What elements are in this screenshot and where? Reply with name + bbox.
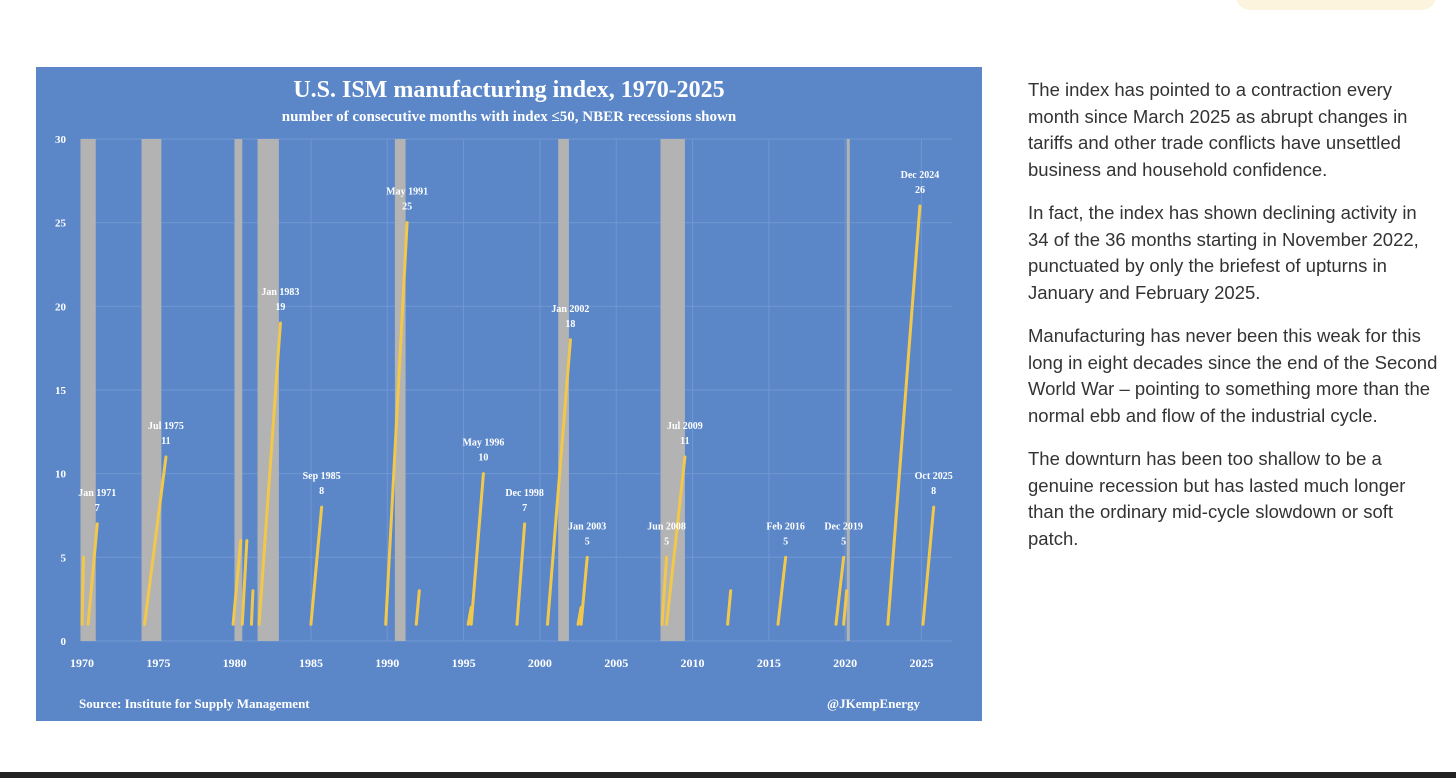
x-tick-label-1980: 1980 <box>223 656 247 670</box>
annotation-label-13: Dec 2019 <box>824 521 863 532</box>
series-line-18 <box>665 455 687 626</box>
series-line-12 <box>469 472 485 626</box>
y-tick-label-25: 25 <box>55 218 67 230</box>
x-tick-label-2000: 2000 <box>528 656 552 670</box>
series-line-5 <box>240 539 249 626</box>
series-line-10 <box>414 589 421 626</box>
recession-band-2 <box>141 139 162 641</box>
series-line-8 <box>309 505 324 626</box>
annotation-label-7: Dec 1998 <box>505 488 544 499</box>
x-tick-label-1970: 1970 <box>70 656 94 670</box>
annotation-value-2: 11 <box>161 436 170 447</box>
decorative-top-highlight <box>1236 0 1436 10</box>
annotation-value-14: 26 <box>915 185 925 196</box>
x-tick-label-1990: 1990 <box>375 656 399 670</box>
annotation-value-6: 10 <box>478 453 488 464</box>
x-tick-label-1975: 1975 <box>146 656 170 670</box>
series-line-4 <box>231 539 243 626</box>
annotation-label-11: Jul 2009 <box>667 421 703 432</box>
recession-band-8 <box>846 139 850 641</box>
recession-band-5 <box>394 139 406 641</box>
annotation-label-4: Sep 1985 <box>303 471 341 482</box>
x-tick-label-2025: 2025 <box>909 656 933 670</box>
series-line-15 <box>576 606 583 626</box>
annotation-value-3: 19 <box>275 302 285 313</box>
y-tick-label-5: 5 <box>61 552 67 564</box>
annotation-label-15: Oct 2025 <box>915 471 953 482</box>
commentary-text: The index has pointed to a contraction e… <box>1028 77 1438 569</box>
series-line-6 <box>249 589 255 626</box>
commentary-paragraph-3: Manufacturing has never been this weak f… <box>1028 325 1438 426</box>
annotation-value-9: 5 <box>585 536 590 547</box>
series-line-9 <box>384 221 409 626</box>
series-line-16 <box>579 555 589 626</box>
chart-subtitle: number of consecutive months with index … <box>281 109 737 125</box>
annotation-label-6: May 1996 <box>462 438 504 449</box>
series-line-1 <box>80 555 86 626</box>
recession-band-3 <box>234 139 243 641</box>
annotation-value-7: 7 <box>522 503 527 514</box>
series-line-21 <box>834 555 846 626</box>
annotation-label-12: Feb 2016 <box>766 521 805 532</box>
chart-credit: @JKempEnergy <box>827 696 920 711</box>
series-line-19 <box>726 589 733 626</box>
x-tick-label-2005: 2005 <box>604 656 628 670</box>
chart-panel: 0 5 10 15 20 25 30 1970 1975 1980 1985 1990 1995 2000… <box>36 67 982 721</box>
chart-title: U.S. ISM manufacturing index, 1970-2025 <box>293 77 725 103</box>
annotation-label-2: Jul 1975 <box>148 421 184 432</box>
commentary-paragraph-1: The index has pointed to a contraction e… <box>1028 79 1408 180</box>
recession-band-1 <box>80 139 96 641</box>
annotation-value-15: 8 <box>931 486 936 497</box>
series-line-14 <box>546 338 572 626</box>
series-line-23 <box>886 204 922 626</box>
x-tick-label-2015: 2015 <box>757 656 781 670</box>
y-tick-label-20: 20 <box>55 301 67 313</box>
annotation-value-11: 11 <box>680 436 689 447</box>
x-tick-label-2020: 2020 <box>833 656 857 670</box>
annotation-value-8: 18 <box>565 319 575 330</box>
annotation-value-13: 5 <box>841 536 846 547</box>
series-line-24 <box>921 505 936 626</box>
x-tick-label-2010: 2010 <box>681 656 705 670</box>
annotation-value-10: 5 <box>664 536 669 547</box>
series-line-13 <box>515 522 527 626</box>
annotation-label-5: May 1991 <box>386 187 428 198</box>
y-tick-label-0: 0 <box>61 636 67 648</box>
annotation-label-3: Jan 1983 <box>261 287 299 298</box>
y-tick-label-30: 30 <box>55 134 67 146</box>
x-tick-label-1985: 1985 <box>299 656 323 670</box>
series-line-17 <box>660 555 669 626</box>
recession-band-4 <box>257 139 279 641</box>
annotation-value-5: 25 <box>402 202 412 213</box>
series-line-7 <box>257 321 282 626</box>
annotation-label-8: Jan 2002 <box>551 304 589 315</box>
commentary-paragraph-4: The downturn has been too shallow to be … <box>1028 448 1406 549</box>
annotation-label-1: Jan 1971 <box>78 488 116 499</box>
x-tick-label-1995: 1995 <box>452 656 476 670</box>
series-line-11 <box>466 606 473 626</box>
recession-band-6 <box>558 139 569 641</box>
bottom-bar <box>0 772 1456 778</box>
annotation-label-9: Jan 2003 <box>568 521 606 532</box>
chart-source: Source: Institute for Supply Management <box>79 696 310 711</box>
series-line-3 <box>143 455 168 626</box>
annotation-label-14: Dec 2024 <box>901 170 940 181</box>
y-tick-label-15: 15 <box>55 385 67 397</box>
annotation-value-12: 5 <box>783 536 788 547</box>
series-line-2 <box>86 522 99 626</box>
series-line-20 <box>776 555 788 626</box>
annotation-label-10: Jun 2008 <box>647 521 686 532</box>
annotation-value-1: 7 <box>95 503 100 514</box>
commentary-paragraph-2: In fact, the index has shown declining a… <box>1028 202 1419 303</box>
y-tick-label-10: 10 <box>55 469 67 481</box>
series-line-22 <box>842 589 849 626</box>
annotation-value-4: 8 <box>319 486 324 497</box>
